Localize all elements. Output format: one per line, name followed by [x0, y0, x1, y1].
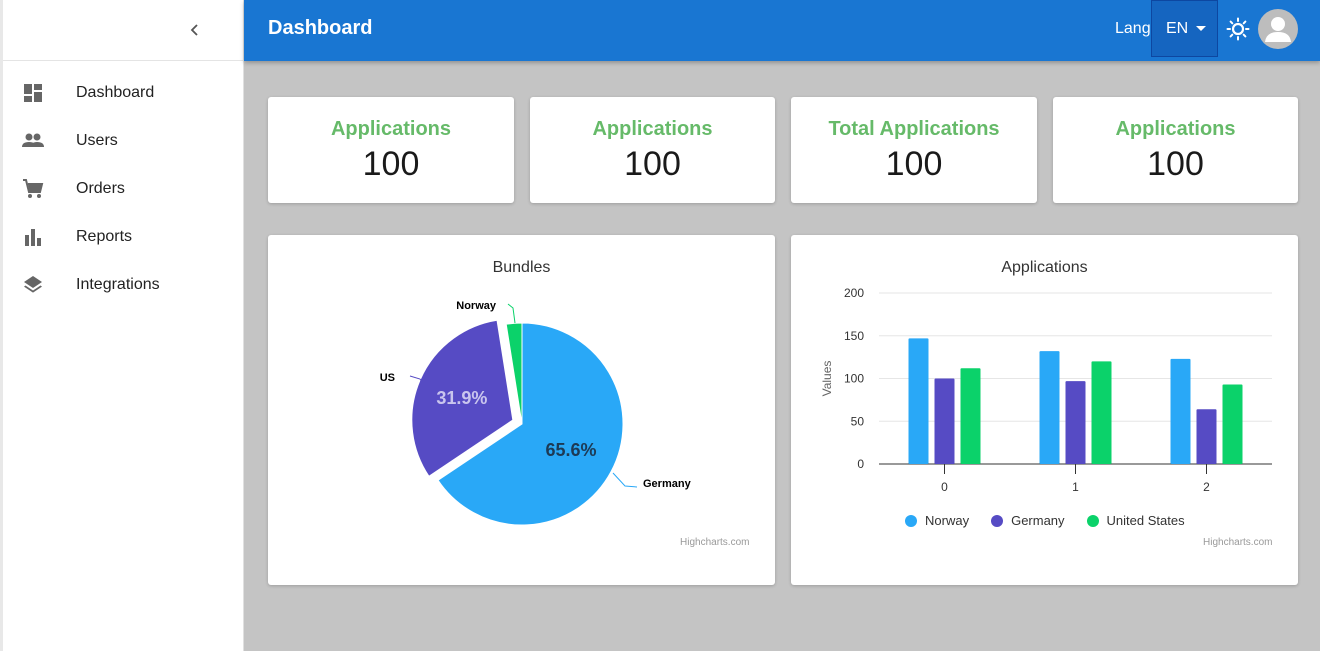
user-icon — [1265, 17, 1291, 42]
stat-value: 100 — [624, 145, 681, 183]
bar-germany[interactable] — [934, 378, 955, 465]
cart-icon — [21, 177, 45, 201]
chart-credits[interactable]: Highcharts.com — [1203, 537, 1273, 548]
language-label: Lang — [1115, 20, 1151, 37]
stat-value: 100 — [362, 145, 420, 183]
pie-connector — [507, 303, 516, 324]
sidebar-item-reports[interactable]: Reports — [3, 213, 243, 261]
sidebar-item-users[interactable]: Users — [3, 117, 243, 165]
bar-norway[interactable] — [1170, 358, 1191, 464]
page-title: Dashboard — [268, 17, 373, 39]
chart-title: Applications — [1001, 259, 1088, 276]
legend-label: Norway — [925, 513, 970, 528]
chart-legend: Norway Germany United States — [905, 513, 1207, 528]
stat-title: Total Applications — [828, 118, 1000, 140]
sidebar-item-dashboard[interactable]: Dashboard — [3, 69, 243, 117]
sidebar-nav: Dashboard Users Orders Reports Integrati… — [3, 61, 243, 309]
x-tick-label: 0 — [941, 480, 948, 494]
bar-chart-icon — [21, 225, 45, 249]
legend-item-united-states[interactable]: United States — [1086, 513, 1185, 528]
legend-label: Germany — [1011, 513, 1065, 528]
stat-title: Applications — [1115, 118, 1236, 140]
y-tick-label: 150 — [844, 329, 864, 343]
pie-slice-germany[interactable] — [437, 322, 624, 526]
stat-value: 100 — [1147, 145, 1204, 183]
sidebar-item-integrations[interactable]: Integrations — [3, 261, 243, 309]
legend-label: United States — [1106, 513, 1185, 528]
people-icon — [21, 129, 45, 153]
stat-value: 100 — [885, 145, 943, 183]
sidebar-item-label: Orders — [76, 180, 125, 197]
bar-germany[interactable] — [1196, 409, 1217, 464]
language-select[interactable]: EN — [1151, 0, 1218, 57]
pie-chart: 65.6% Germany 31.9% US Norway — [380, 300, 692, 526]
dashboard-icon — [21, 81, 45, 105]
collapse-sidebar-button[interactable] — [183, 18, 207, 42]
bar-chart: 0 50 100 150 200 Values 0 1 2 — [820, 286, 1272, 494]
y-tick-label: 200 — [844, 286, 864, 300]
bar-norway[interactable] — [1039, 351, 1060, 464]
sidebar-item-label: Integrations — [76, 276, 160, 293]
sidebar-item-label: Reports — [76, 228, 133, 245]
avatar[interactable] — [1258, 9, 1298, 49]
legend-item-norway[interactable]: Norway — [905, 513, 969, 528]
legend-item-germany[interactable]: Germany — [991, 513, 1065, 528]
pie-category-label: Norway — [456, 300, 497, 312]
sidebar-header — [3, 0, 243, 61]
sun-icon — [1226, 17, 1250, 41]
stat-card: Applications 100 — [1053, 97, 1298, 203]
pie-data-label: 31.9% — [436, 388, 487, 408]
chart-title: Bundles — [492, 259, 551, 276]
bar-united-states[interactable] — [960, 368, 981, 464]
chart-credits[interactable]: Highcharts.com — [680, 537, 750, 548]
chevron-left-icon — [190, 24, 198, 36]
theme-toggle-button[interactable] — [1226, 17, 1250, 41]
layers-icon — [21, 273, 45, 297]
x-tick-label: 2 — [1203, 480, 1210, 494]
app-header: Dashboard Lang EN — [244, 0, 1320, 61]
y-tick-label: 100 — [844, 372, 864, 386]
bar-united-states[interactable] — [1222, 384, 1243, 464]
stat-title: Applications — [330, 118, 451, 140]
stat-title: Applications — [592, 118, 713, 140]
caret-down-icon — [1196, 26, 1207, 31]
bar-norway[interactable] — [908, 338, 929, 464]
sidebar-item-orders[interactable]: Orders — [3, 165, 243, 213]
legend-marker — [905, 514, 917, 527]
sidebar-item-label: Users — [76, 132, 118, 149]
bundles-chart-card: Bundles 65.6% Germany 31.9% US Norway Highch… — [268, 235, 775, 585]
pie-category-label: US — [380, 372, 395, 384]
sidebar-item-label: Dashboard — [76, 84, 155, 101]
pie-slice-norway[interactable] — [505, 322, 523, 425]
y-tick-label: 50 — [851, 414, 865, 428]
bar-united-states[interactable] — [1091, 361, 1112, 464]
pie-category-label: Germany — [643, 478, 692, 490]
stat-card: Total Applications 100 — [791, 97, 1037, 203]
sidebar: Dashboard Users Orders Reports Integrati… — [0, 0, 244, 651]
pie-data-label: 65.6% — [545, 440, 596, 460]
stat-card: Applications 100 — [268, 97, 514, 203]
language-value: EN — [1166, 19, 1189, 37]
pie-connector — [612, 472, 638, 488]
pie-connector — [409, 375, 429, 392]
bar-germany[interactable] — [1065, 381, 1086, 464]
legend-marker — [1086, 514, 1099, 527]
y-tick-label: 0 — [857, 457, 864, 471]
x-tick-label: 1 — [1072, 480, 1079, 494]
y-axis-title: Values — [820, 361, 834, 397]
stat-card: Applications 100 — [530, 97, 775, 203]
applications-chart-card: Applications 0 50 100 150 200 Values 0 1 2 Norwa… — [791, 235, 1298, 585]
legend-marker — [991, 514, 1004, 527]
